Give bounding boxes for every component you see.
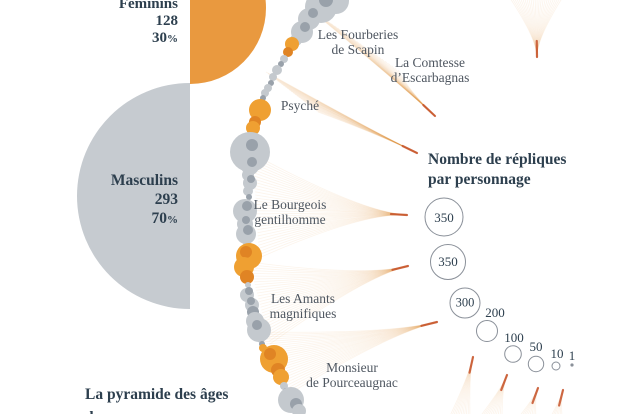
legend-size-200: 200 (485, 305, 505, 320)
footer-caption-line2-fragment: d (85, 406, 228, 414)
play-label-line: Les Fourberies (317, 27, 399, 42)
play-label-line: Les Amants (270, 291, 336, 306)
legend-size-50: 50 (529, 339, 543, 354)
legend-size-1: 1 (568, 348, 576, 363)
feminins-stat: Féminins 128 30% (119, 0, 178, 48)
feminins-count: 128 (155, 13, 179, 29)
masculins-count: 293 (154, 191, 178, 208)
masculins-stat: Masculins 293 70% (111, 171, 178, 230)
play-label-line: de Scapin (331, 41, 385, 57)
play-label-line: de Pourceaugnac (306, 374, 398, 390)
play-label-line: magnifiques (269, 305, 337, 321)
legend-size-100: 100 (504, 330, 524, 345)
play-label-line: La Comtesse (394, 55, 466, 70)
masculins-percent: 70% (151, 210, 179, 227)
play-label-amants: Les Amants magnifiques (269, 291, 337, 321)
play-label-bourgeois: Le Bourgeois gentilhomme (253, 197, 327, 227)
masculins-label: Masculins (110, 172, 178, 189)
legend-size-350a: 350 (434, 210, 454, 225)
play-label-line: Le Bourgeois (253, 197, 327, 212)
feminins-percent: 30% (152, 30, 178, 46)
play-label-psyche: Psyché (280, 98, 320, 114)
play-label-pourceaugnac: Monsieur de Pourceaugnac (306, 360, 398, 390)
footer-caption-line1: La pyramide des âges (85, 386, 229, 403)
play-label-line: d’Escarbagnas (390, 69, 470, 85)
play-label-line: gentilhomme (254, 211, 326, 227)
legend-title: Nombre de répliques par personnage (428, 150, 566, 190)
play-label-comtesse: La Comtesse d’Escarbagnas (390, 55, 470, 85)
legend-size-300: 300 (455, 295, 475, 310)
feminins-label: Féminins (118, 0, 178, 12)
play-label-line: Monsieur (326, 360, 378, 375)
legend-size-10: 10 (550, 346, 564, 361)
footer-caption: La pyramide des âges d (85, 383, 228, 414)
legend-title-line2: par personnage (428, 171, 531, 188)
legend-size-350b: 350 (438, 254, 458, 269)
play-label-line: Psyché (280, 98, 320, 113)
legend-title-line1: Nombre de répliques (428, 151, 567, 168)
play-label-fourberies: Les Fourberies de Scapin (317, 27, 399, 57)
